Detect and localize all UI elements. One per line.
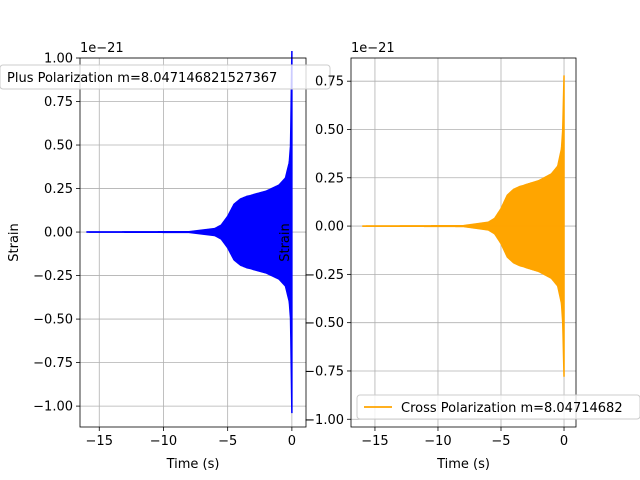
x-axis-label: Time (s) <box>166 457 220 472</box>
y-tick-label: −0.75 <box>33 356 73 371</box>
y-tick-label: 0.75 <box>44 95 73 110</box>
x-tick-label: −10 <box>424 434 451 449</box>
legend-entry: Cross Polarization m=8.04714682 <box>401 401 623 416</box>
y-tick-label: 0.25 <box>44 182 73 197</box>
x-tick-label: 0 <box>288 434 296 449</box>
x-tick-label: −5 <box>491 434 510 449</box>
y-tick-label: −1.00 <box>304 413 344 428</box>
x-tick-label: −15 <box>361 434 388 449</box>
y-tick-label: 0.00 <box>44 226 73 241</box>
x-tick-label: −5 <box>218 434 237 449</box>
legend-box <box>356 394 640 420</box>
y-tick-label: −0.50 <box>304 316 344 331</box>
legend-box <box>0 64 331 90</box>
y-tick-label: −0.25 <box>304 268 344 283</box>
x-tick-label: 0 <box>560 434 568 449</box>
y-tick-label: −0.50 <box>33 313 73 328</box>
y-tick-label: 0.50 <box>44 139 73 154</box>
x-tick-label: −15 <box>86 434 113 449</box>
y-tick-label: 0.50 <box>315 123 344 138</box>
y-offset-label: 1e−21 <box>351 41 395 56</box>
axes-frame <box>350 57 577 428</box>
y-offset-label: 1e−21 <box>80 41 124 56</box>
y-tick-label: 0.25 <box>315 171 344 186</box>
x-tick-label: −10 <box>150 434 177 449</box>
axes-frame <box>79 57 307 428</box>
y-tick-label: 0.00 <box>315 220 344 235</box>
y-tick-label: 0.75 <box>315 75 344 90</box>
y-tick-label: −1.00 <box>33 400 73 415</box>
y-tick-label: −0.25 <box>33 269 73 284</box>
cross-polarization-axes: −15 −10 −5 0 0.75 0.50 0.25 0.00 −0.25 −0.50 −0.75… <box>278 41 640 472</box>
legend-entry: Plus Polarization m=8.047146821527367 <box>7 71 277 86</box>
y-axis-label: Strain <box>278 223 293 262</box>
y-axis-label: Strain <box>7 223 22 262</box>
x-axis-label: Time (s) <box>436 457 490 472</box>
plus-polarization-axes: −15 −10 −5 0 1.00 0.75 0.50 0.25 0.00 −0.25 −0.50 −… <box>0 41 331 472</box>
y-tick-label: 1.00 <box>44 52 73 67</box>
y-tick-label: −0.75 <box>304 364 344 379</box>
